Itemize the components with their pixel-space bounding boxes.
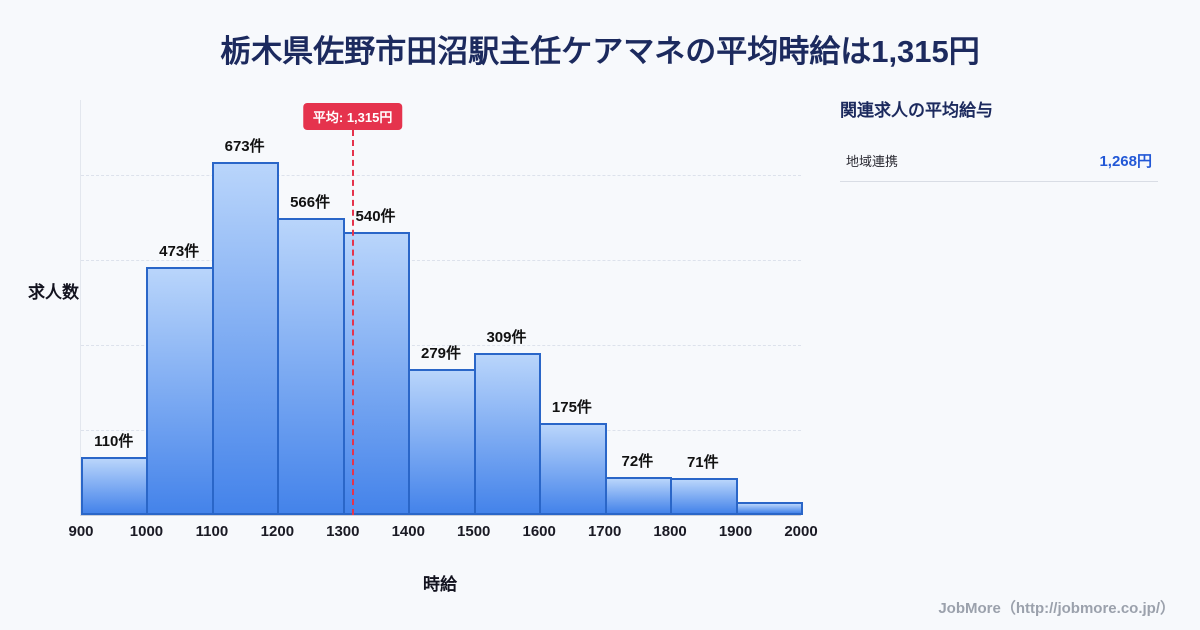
x-tick-label: 1900 <box>718 523 753 540</box>
y-axis-label: 求人数 <box>28 283 79 302</box>
average-line <box>351 130 354 515</box>
histogram-bar <box>408 369 476 515</box>
bar-value-label: 309件 <box>486 329 527 346</box>
x-tick-label: 1100 <box>195 523 229 540</box>
footer-credit: JobMore（http://jobmore.co.jp/） <box>938 600 1175 617</box>
histogram-bar <box>670 478 738 515</box>
histogram-bar <box>81 457 149 515</box>
x-tick-label: 1700 <box>587 523 622 540</box>
panel-row: 地域連携 1,268円 <box>840 143 1158 182</box>
x-tick-label: 1000 <box>129 523 164 540</box>
histogram-bar <box>539 423 607 515</box>
bar-value-label: 71件 <box>686 454 719 471</box>
x-tick-label: 1600 <box>522 523 556 540</box>
panel-title: 関連求人の平均給与 <box>840 101 993 120</box>
grid-line <box>81 260 801 261</box>
x-tick-label: 1300 <box>326 523 360 540</box>
bar-value-label: 566件 <box>290 194 331 211</box>
average-badge: 平均: 1,315円 <box>302 103 403 130</box>
x-tick-label: 1800 <box>653 523 687 540</box>
histogram-bar <box>735 502 803 515</box>
grid-line <box>81 175 801 176</box>
x-tick-label: 2000 <box>784 523 818 540</box>
bar-value-label: 473件 <box>159 243 200 260</box>
bar-value-label: 110件 <box>94 433 134 450</box>
grid-line <box>81 345 801 346</box>
bar-value-label: 279件 <box>420 345 462 362</box>
x-tick-label: 1500 <box>457 523 491 540</box>
x-axis-label: 時給 <box>423 575 457 594</box>
histogram-bar <box>604 477 673 515</box>
x-tick-label: 1200 <box>260 523 295 540</box>
x-tick-label: 900 <box>68 523 94 540</box>
page-title: 栃木県佐野市田沼駅主任ケアマネの平均時給は1,315円 <box>220 34 980 69</box>
bar-value-label: 72件 <box>621 453 654 470</box>
histogram-bar <box>277 218 345 515</box>
panel-row-label: 地域連携 <box>846 154 899 169</box>
histogram-bar <box>146 267 214 515</box>
related-jobs-panel: 関連求人の平均給与 地域連携 1,268円 <box>840 96 1158 182</box>
panel-row-value: 1,268円 <box>1099 153 1152 170</box>
bar-value-label: 175件 <box>551 399 592 416</box>
histogram-bar <box>473 353 542 515</box>
x-tick-label: 1400 <box>391 523 425 540</box>
bar-value-label: 540件 <box>355 208 396 225</box>
bar-value-label: 673件 <box>224 138 265 155</box>
histogram-bar <box>211 162 280 515</box>
histogram-plot-area: 110件 473件 673件 566件 540件 279件 309件 175件 72件 71件 90… <box>68 100 818 540</box>
